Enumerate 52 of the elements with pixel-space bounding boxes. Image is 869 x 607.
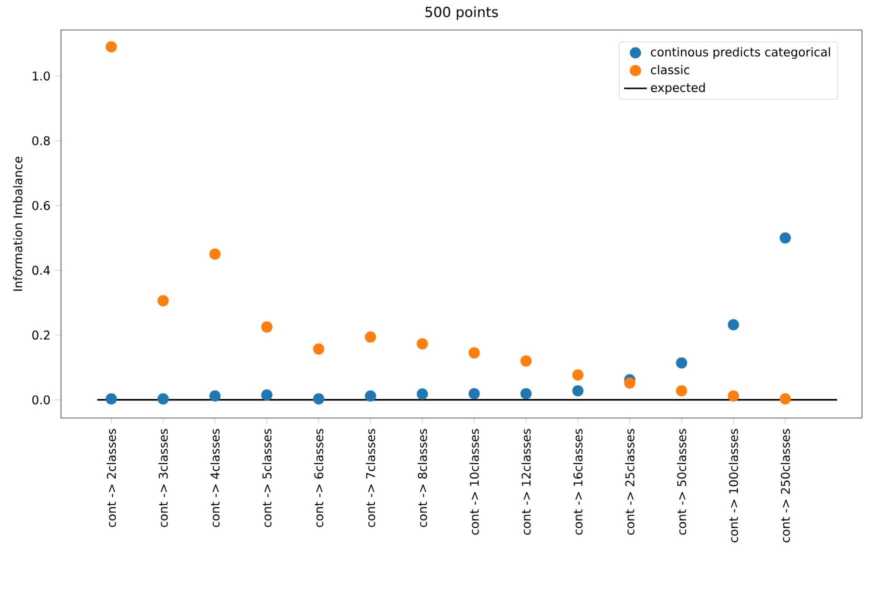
legend-label: continous predicts categorical [650,47,830,59]
legend-label: expected [650,82,705,94]
y-tick-label: 1.0 [32,71,50,81]
y-axis-title: Information Imbalance [13,156,22,291]
point [261,321,272,333]
point [780,232,791,244]
point [313,393,324,404]
x-tick-label: cont -> 16classes [573,428,583,535]
point [676,357,688,369]
point [520,355,532,367]
point [364,331,376,343]
point [468,347,480,358]
x-tick-label: cont -> 7classes [366,428,376,528]
y-tick-label: 0.6 [32,200,50,210]
point [572,369,584,381]
point [416,338,428,350]
x-tick-label: cont -> 5classes [262,428,272,528]
x-tick-label: cont -> 12classes [521,428,531,535]
y-tick-label: 0.2 [32,330,50,340]
x-tick-label: cont -> 100classes [728,428,738,542]
point [209,390,221,402]
y-tick-label: 0.8 [32,136,50,146]
point [780,393,791,404]
point [313,343,324,355]
legend-label: classic [650,65,690,74]
point [261,389,272,401]
point [520,388,532,400]
point [572,385,584,396]
point [106,393,117,404]
x-tick-label: cont -> 2classes [106,428,116,528]
y-tick-label: 0.4 [32,266,50,275]
point [106,41,117,52]
point [158,295,169,306]
point [209,248,221,260]
point [468,388,480,400]
point [364,390,376,402]
x-tick-label: cont -> 4classes [210,428,220,528]
point [728,390,740,402]
point [676,385,688,396]
chart-title: 500 points [426,6,498,20]
x-tick-label: cont -> 250classes [780,428,790,542]
point [416,388,428,400]
x-tick-label: cont -> 25classes [625,428,634,535]
x-tick-label: cont -> 6classes [314,428,324,528]
x-tick-label: cont -> 3classes [158,428,168,528]
point [158,393,169,404]
x-tick-label: cont -> 8classes [418,428,427,528]
x-tick-label: cont -> 10classes [470,428,479,535]
x-tick-label: cont -> 50classes [676,428,686,535]
point [728,319,740,330]
point [624,377,636,389]
y-tick-label: 0.0 [32,395,50,404]
